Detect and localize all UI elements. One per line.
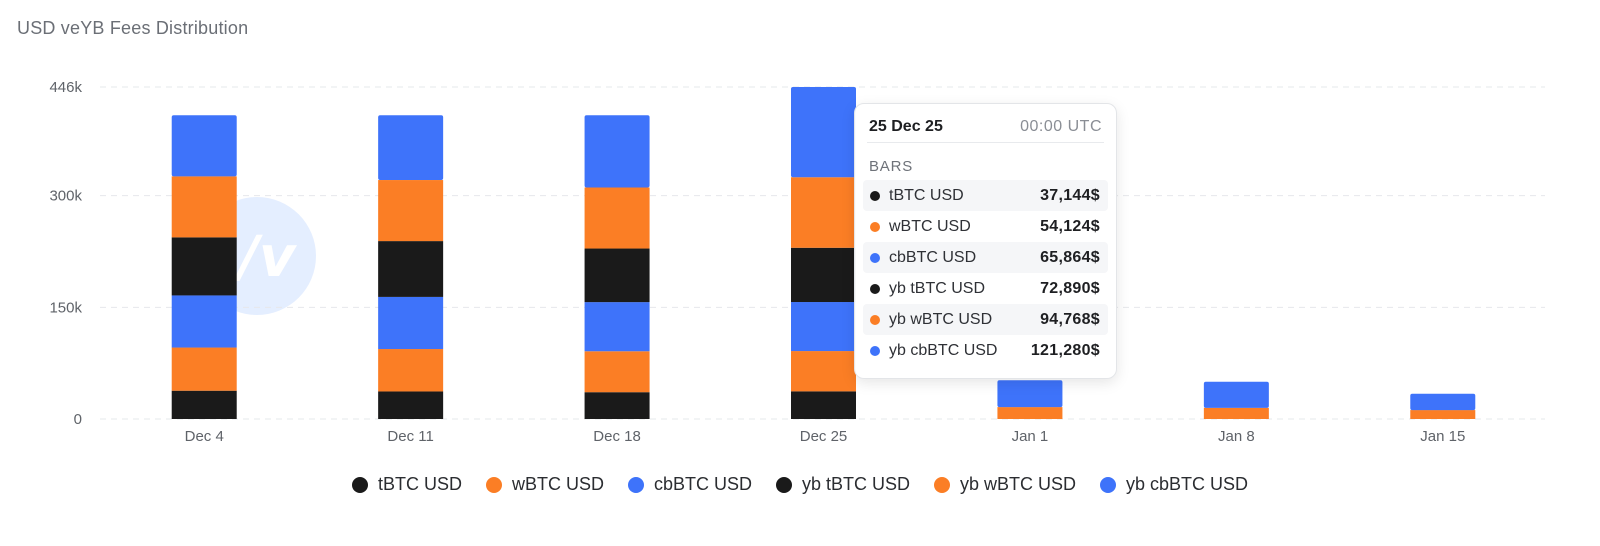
bar-segment[interactable] bbox=[378, 391, 444, 419]
tooltip-row-dot bbox=[870, 221, 880, 232]
y-tick-label: 300k bbox=[49, 188, 82, 205]
tooltip-row-dot bbox=[870, 345, 880, 356]
bar-segment[interactable] bbox=[1410, 393, 1476, 411]
tooltip-row-label: yb cbBTC USD bbox=[889, 341, 998, 359]
tooltip-section-label: BARS bbox=[869, 158, 914, 175]
legend-swatch bbox=[775, 476, 792, 493]
tooltip-row: yb wBTC USD 94,768$ bbox=[863, 304, 1108, 335]
tooltip-row-dot bbox=[870, 190, 880, 201]
bar-segment[interactable] bbox=[378, 180, 444, 242]
bar-segment[interactable] bbox=[1203, 381, 1269, 408]
bar-segment[interactable] bbox=[584, 248, 650, 303]
tooltip-row-label: cbBTC USD bbox=[889, 248, 977, 266]
bar-segment[interactable] bbox=[584, 392, 650, 419]
tooltip-date: 25 Dec 25 bbox=[869, 118, 943, 135]
veyb-logo-watermark-glyph: /v bbox=[233, 225, 297, 290]
x-tick-label: Jan 1 bbox=[1012, 428, 1049, 445]
tooltip-rows: tBTC USD 37,144$ wBTC USD 54,124$ cbBTC … bbox=[863, 180, 1108, 366]
bar-segment[interactable] bbox=[171, 237, 237, 296]
tooltip-row: yb cbBTC USD 121,280$ bbox=[863, 335, 1108, 366]
bar-segment[interactable] bbox=[584, 351, 650, 393]
x-tick-label: Dec 18 bbox=[593, 428, 641, 445]
bar-segment[interactable] bbox=[378, 241, 444, 297]
bar-segment[interactable] bbox=[791, 86, 856, 178]
chart-title: USD veYB Fees Distribution bbox=[17, 18, 249, 38]
tooltip-row-value: 37,144$ bbox=[1040, 186, 1100, 204]
bar-segment[interactable] bbox=[1203, 407, 1269, 419]
bar-segment[interactable] bbox=[171, 176, 237, 238]
bar-segment[interactable] bbox=[378, 296, 444, 350]
x-tick-label: Dec 25 bbox=[800, 428, 848, 445]
tooltip-row: wBTC USD 54,124$ bbox=[863, 211, 1108, 242]
bar-segment[interactable] bbox=[584, 115, 650, 188]
legend-label: yb tBTC USD bbox=[801, 474, 911, 494]
tooltip-row: yb tBTC USD 72,890$ bbox=[863, 273, 1108, 304]
x-tick-label: Jan 8 bbox=[1218, 428, 1255, 445]
tooltip-row: tBTC USD 37,144$ bbox=[863, 180, 1108, 211]
x-tick-label: Dec 11 bbox=[387, 428, 433, 445]
y-tick-label: 0 bbox=[74, 411, 82, 428]
tooltip-row-value: 121,280$ bbox=[1030, 341, 1100, 359]
tooltip-row-dot bbox=[870, 314, 880, 325]
legend-label: yb cbBTC USD bbox=[1126, 474, 1249, 494]
legend-label: yb wBTC USD bbox=[960, 474, 1077, 494]
legend-item-tbtc[interactable]: tBTC USD bbox=[351, 474, 462, 495]
bar-segment[interactable] bbox=[997, 380, 1063, 408]
legend-item-yb-wbtc[interactable]: yb wBTC USD bbox=[934, 474, 1076, 495]
tooltip-row-value: 72,890$ bbox=[1040, 279, 1100, 297]
legend-swatch bbox=[351, 476, 368, 493]
tooltip-row-dot bbox=[870, 283, 880, 294]
legend-swatch bbox=[627, 476, 644, 493]
tooltip-row-label: yb tBTC USD bbox=[889, 279, 986, 297]
bar-segment[interactable] bbox=[171, 115, 237, 177]
y-tick-label: 446k bbox=[49, 79, 82, 96]
bar-segment[interactable] bbox=[791, 302, 856, 352]
bar-segment[interactable] bbox=[791, 391, 856, 419]
legend-item-wbtc[interactable]: wBTC USD bbox=[485, 474, 604, 495]
bar-segment[interactable] bbox=[791, 351, 856, 392]
legend-label: tBTC USD bbox=[377, 474, 462, 494]
tooltip-header: 25 Dec 25 00:00 UTC bbox=[867, 116, 1104, 143]
bar-segment[interactable] bbox=[378, 349, 444, 392]
tooltip-row-label: yb wBTC USD bbox=[889, 310, 993, 328]
tooltip-row-dot bbox=[870, 252, 880, 263]
tooltip-row-value: 54,124$ bbox=[1040, 217, 1100, 235]
legend-swatch bbox=[1100, 476, 1117, 493]
tooltip-time: 00:00 UTC bbox=[1020, 118, 1102, 135]
legend-swatch bbox=[485, 476, 502, 493]
bar-segment[interactable] bbox=[171, 295, 237, 348]
bar-segment[interactable] bbox=[584, 302, 650, 352]
legend-item-yb-tbtc[interactable]: yb tBTC USD bbox=[775, 474, 911, 495]
tooltip-row-value: 94,768$ bbox=[1040, 310, 1100, 328]
tooltip-row-value: 65,864$ bbox=[1040, 248, 1100, 266]
legend-item-cbbtc[interactable]: cbBTC USD bbox=[627, 474, 752, 495]
legend-label: cbBTC USD bbox=[653, 474, 752, 494]
bar-segment[interactable] bbox=[1410, 410, 1476, 419]
bar-segment[interactable] bbox=[378, 115, 444, 181]
bar-segment[interactable] bbox=[584, 187, 650, 249]
legend-swatch bbox=[934, 476, 951, 493]
tooltip-row-label: tBTC USD bbox=[889, 186, 964, 204]
tooltip-row: cbBTC USD 65,864$ bbox=[863, 242, 1108, 273]
tooltip-row-label: wBTC USD bbox=[889, 217, 971, 235]
legend-item-yb-cbbtc[interactable]: yb cbBTC USD bbox=[1100, 474, 1248, 495]
chart-legend: tBTC USD wBTC USD cbBTC USD yb tBTC USD … bbox=[0, 474, 1600, 495]
x-tick-label: Dec 4 bbox=[185, 428, 224, 445]
legend-label: wBTC USD bbox=[511, 474, 604, 494]
bar-segment[interactable] bbox=[171, 390, 237, 419]
x-tick-label: Jan 15 bbox=[1420, 428, 1465, 445]
bar-segment[interactable] bbox=[791, 177, 856, 248]
chart-tooltip: 25 Dec 25 00:00 UTC BARS tBTC USD 37,144… bbox=[854, 103, 1117, 379]
bar-segment[interactable] bbox=[997, 407, 1063, 419]
bar-segment[interactable] bbox=[791, 247, 856, 303]
bar-segment[interactable] bbox=[171, 347, 237, 391]
y-tick-label: 150k bbox=[49, 299, 82, 316]
